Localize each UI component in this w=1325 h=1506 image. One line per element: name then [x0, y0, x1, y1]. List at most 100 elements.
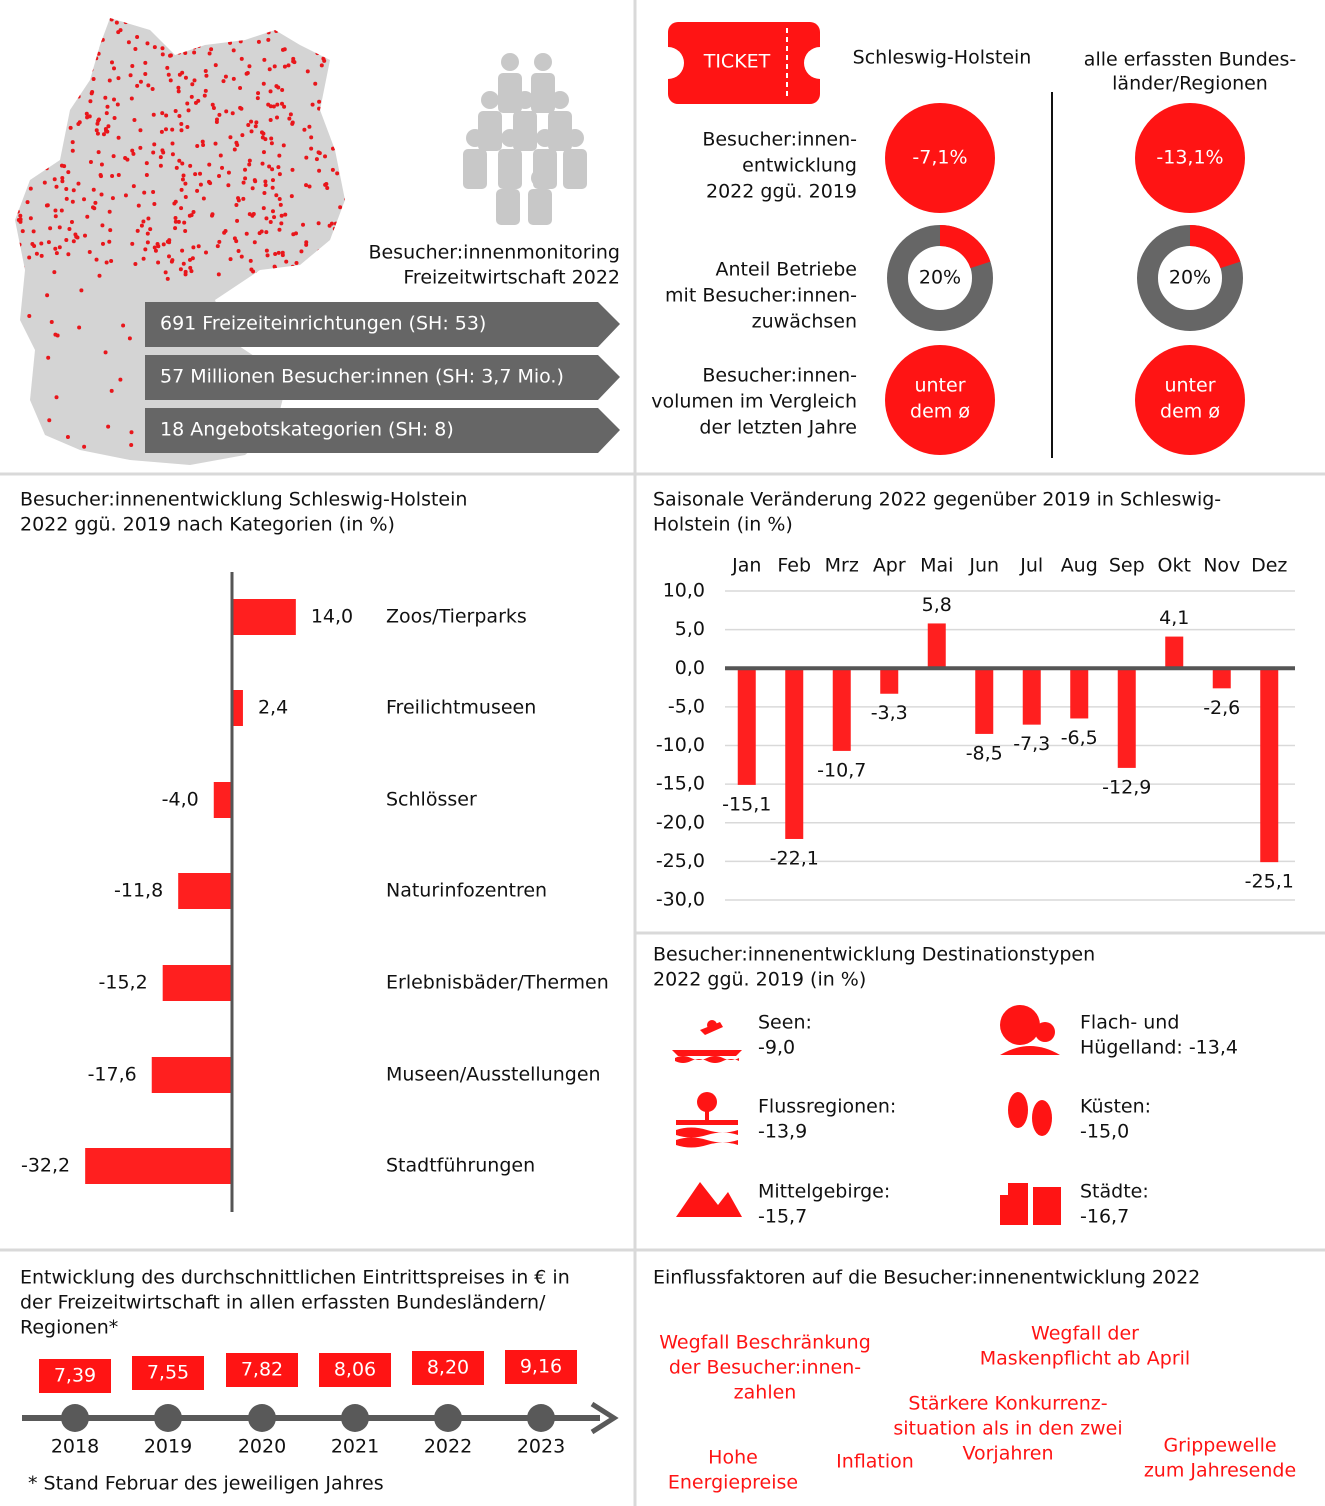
map-dot — [49, 137, 54, 142]
volume-circle — [885, 345, 995, 455]
map-dot — [25, 179, 30, 184]
x-tick-label: Jun — [968, 555, 999, 577]
map-dot — [310, 102, 315, 107]
map-dot — [123, 20, 128, 25]
map-dot — [139, 223, 144, 228]
map-dot — [334, 146, 339, 151]
map-dot — [46, 355, 51, 360]
map-dot — [74, 234, 79, 239]
map-dot — [278, 202, 283, 207]
map-dot — [329, 116, 334, 121]
map-dot — [59, 55, 64, 60]
map-dot — [305, 69, 310, 74]
map-dot — [163, 127, 168, 132]
map-dot — [335, 116, 340, 121]
map-dot — [56, 52, 61, 57]
x-tick-label: Nov — [1203, 555, 1240, 577]
map-dot — [245, 70, 250, 75]
y-tick-label: -30,0 — [656, 889, 705, 911]
map-dot — [270, 178, 275, 183]
map-dot — [173, 216, 178, 221]
map-dot — [188, 265, 193, 270]
map-dot — [179, 128, 184, 133]
map-dot — [341, 133, 345, 138]
map-dot — [34, 251, 39, 256]
map-dot — [49, 45, 54, 50]
map-dot — [22, 101, 27, 106]
map-dot — [304, 242, 309, 247]
map-dot — [58, 102, 63, 107]
map-dot — [59, 138, 64, 143]
map-dot — [67, 37, 72, 42]
map-dot — [274, 29, 279, 34]
price-value: 9,16 — [520, 1356, 562, 1378]
bar — [162, 965, 232, 1001]
map-dot — [28, 41, 33, 46]
map-dot — [281, 27, 286, 32]
map-dot — [231, 76, 236, 81]
map-dot — [170, 45, 175, 50]
factor-text: Maskenpflicht ab April — [980, 1348, 1190, 1370]
category-label: Museen/Ausstellungen — [386, 1064, 601, 1086]
map-dot — [60, 175, 65, 180]
map-dot — [195, 144, 200, 149]
map-dot — [283, 212, 288, 217]
map-dot — [277, 153, 282, 158]
map-dot — [19, 60, 24, 65]
map-dot — [334, 127, 339, 132]
section-title: Regionen* — [20, 1317, 118, 1339]
map-dot — [335, 171, 340, 176]
map-dot — [52, 270, 57, 275]
year-label: 2018 — [51, 1436, 99, 1458]
map-dot — [109, 60, 114, 65]
development-circle — [885, 103, 995, 213]
map-dot — [183, 228, 188, 233]
map-dot — [54, 395, 59, 400]
map-dot — [210, 213, 215, 218]
map-dot — [250, 186, 255, 191]
map-dot — [262, 190, 267, 195]
map-dot — [142, 190, 147, 195]
map-dot — [15, 267, 19, 272]
category-label: Stadtführungen — [386, 1155, 535, 1177]
map-dot — [266, 30, 271, 35]
map-dot — [179, 206, 184, 211]
map-dot — [63, 21, 68, 26]
map-dot — [55, 18, 60, 22]
map-dot — [165, 65, 170, 70]
map-dot — [177, 50, 182, 55]
map-dot — [186, 108, 191, 113]
map-dot — [104, 260, 109, 265]
map-dot — [99, 162, 104, 167]
map-dot — [326, 265, 331, 270]
development-value: -7,1% — [912, 147, 967, 169]
map-dot — [268, 89, 273, 94]
map-dot — [40, 30, 45, 35]
map-dot — [348, 17, 352, 21]
map-dot — [107, 209, 112, 214]
map-dot — [226, 183, 231, 188]
y-tick-label: -15,0 — [656, 773, 705, 795]
map-dot — [58, 55, 63, 60]
map-dot — [15, 94, 18, 99]
value-label: -11,8 — [114, 880, 163, 902]
x-tick-label: Apr — [873, 555, 906, 577]
map-dot — [310, 259, 315, 264]
map-dot — [35, 94, 40, 99]
map-dot — [143, 72, 148, 77]
category-label: Zoos/Tierparks — [386, 606, 527, 628]
map-dot — [214, 13, 218, 17]
map-dot — [346, 26, 350, 30]
map-dot — [323, 26, 328, 31]
map-dot — [347, 70, 351, 74]
map-dot — [15, 113, 19, 118]
map-dot — [64, 238, 69, 243]
map-dot — [231, 48, 236, 53]
bar — [880, 668, 899, 694]
map-dot — [309, 135, 314, 140]
map-dot — [35, 121, 40, 126]
map-dot — [279, 213, 284, 218]
map-dot — [16, 218, 21, 223]
value-label: -17,6 — [88, 1064, 137, 1086]
map-dot — [174, 165, 179, 170]
